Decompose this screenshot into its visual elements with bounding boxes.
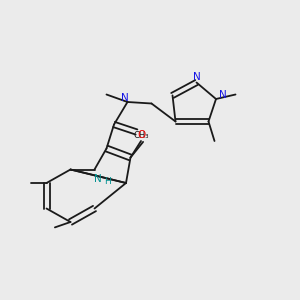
Text: O: O	[138, 130, 146, 140]
Text: CH₃: CH₃	[133, 131, 149, 140]
Text: N: N	[193, 73, 200, 82]
Text: H: H	[104, 176, 110, 185]
Text: N: N	[121, 93, 129, 103]
Text: N: N	[94, 174, 101, 184]
Text: N: N	[219, 90, 226, 100]
